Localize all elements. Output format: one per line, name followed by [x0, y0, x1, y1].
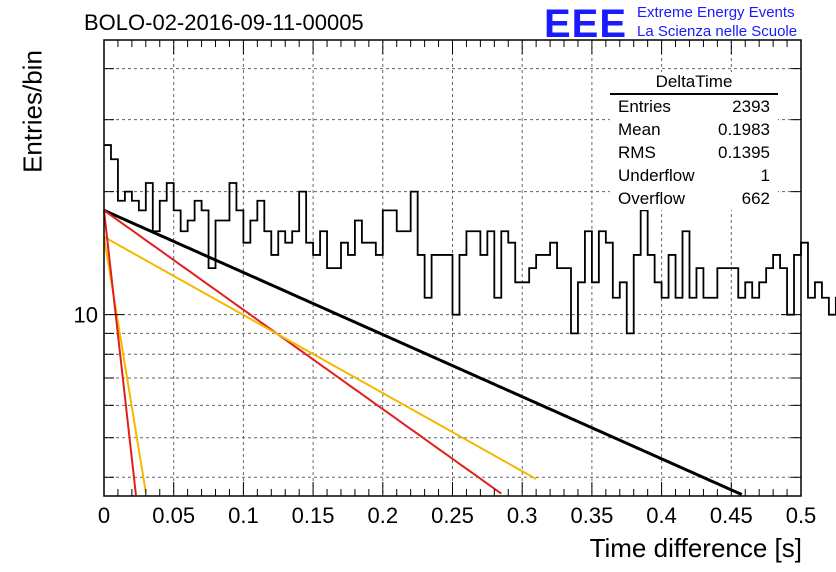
- axes-layer: 0 0.05 0.1 0.15 0.2 0.25 0.3 0.35 0.4 0.45 0.5 10: [74, 39, 817, 528]
- grid-lines: [103, 40, 802, 496]
- fit-curve-2: [103, 236, 537, 480]
- x-axis-label: Time difference [s]: [589, 533, 802, 563]
- stats-value: 0.1395: [718, 143, 770, 162]
- eee-logo: EEE: [544, 2, 628, 46]
- y-tick-label: 10: [74, 303, 98, 328]
- fit-curves-layer: [103, 208, 743, 496]
- stats-row-underflow: Underflow 1: [610, 164, 778, 187]
- stats-value: 1: [760, 166, 770, 185]
- histogram-layer: [104, 144, 836, 335]
- stats-label: Overflow: [618, 189, 686, 208]
- x-tick-label: 0.4: [646, 503, 677, 528]
- fit-curve-0: [103, 208, 743, 496]
- stats-label: RMS: [618, 143, 656, 162]
- stats-row-overflow: Overflow 662: [610, 187, 778, 210]
- x-tick-label: 0: [98, 503, 110, 528]
- stats-row-mean: Mean 0.1983: [610, 118, 778, 141]
- x-tick-label: 0.5: [786, 503, 817, 528]
- stats-label: Underflow: [618, 166, 695, 185]
- stats-row-rms: RMS 0.1395: [610, 141, 778, 164]
- stats-row-entries: Entries 2393: [610, 95, 778, 118]
- plot-title: BOLO-02-2016-09-11-00005: [84, 10, 364, 35]
- fit-curve-1: [103, 209, 502, 495]
- x-tick-label: 0.25: [431, 503, 474, 528]
- histogram-steps: [104, 144, 836, 335]
- x-tick-label: 0.3: [507, 503, 538, 528]
- x-tick-label: 0.45: [710, 503, 753, 528]
- x-tick-label: 0.05: [152, 503, 195, 528]
- x-tick-label: 0.35: [570, 503, 613, 528]
- x-tick-label: 0.1: [228, 503, 259, 528]
- logo-line-1: Extreme Energy Events: [637, 4, 795, 21]
- stats-label: Entries: [618, 97, 671, 116]
- x-tick-label: 0.15: [292, 503, 335, 528]
- stats-box: DeltaTime Entries 2393 Mean 0.1983 RMS 0.13…: [610, 72, 778, 210]
- logo-line-2: La Scienza nelle Scuole: [637, 23, 798, 40]
- stats-value: 662: [741, 189, 770, 208]
- stats-title: DeltaTime: [610, 72, 778, 95]
- stats-label: Mean: [618, 120, 661, 139]
- fit-curve-4: [103, 210, 137, 496]
- stats-value: 0.1983: [718, 120, 770, 139]
- stats-value: 2393: [732, 97, 770, 116]
- y-axis-label: Entries/bin: [17, 50, 48, 173]
- x-tick-label: 0.2: [368, 503, 399, 528]
